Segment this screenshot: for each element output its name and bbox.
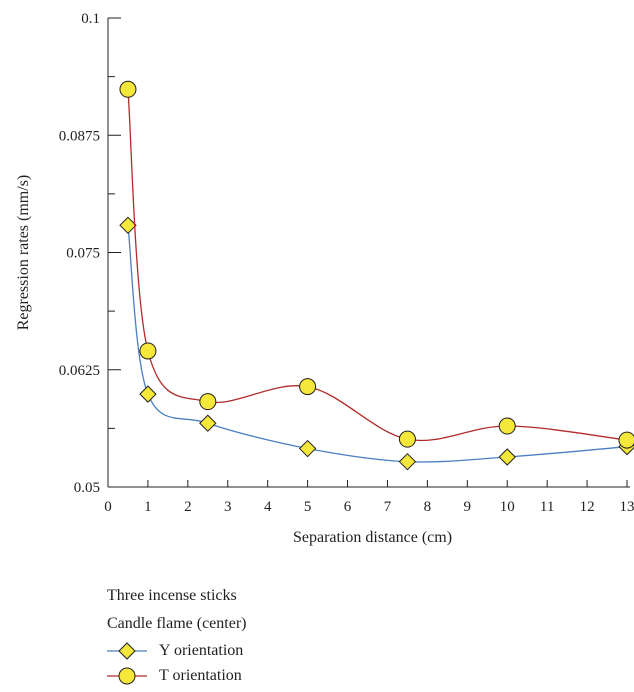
x-tick-label: 12 <box>580 499 595 515</box>
x-tick-label: 9 <box>464 499 472 515</box>
data-point-diamond <box>119 216 137 235</box>
diamond-marker-icon <box>107 641 147 660</box>
data-point-circle <box>199 393 217 411</box>
x-tick-label: 13 <box>620 499 634 515</box>
data-point-diamond <box>498 448 516 466</box>
x-tick-label: 6 <box>344 499 352 515</box>
x-tick-label: 0 <box>104 499 112 515</box>
legend-entry-t-orientation: T orientation <box>107 663 246 688</box>
legend-label-t-orientation: T orientation <box>159 666 242 684</box>
data-point-diamond <box>139 385 157 403</box>
legend-entry-y-orientation: Y orientation <box>107 638 246 663</box>
chart-plot-area: 0 1 2 3 4 5 6 7 8 9 10 11 12 130.050.06250.0750.08750… <box>15 11 634 546</box>
data-point-diamond <box>298 439 317 458</box>
y-tick-label: 0.05 <box>74 480 100 496</box>
y-axis-title: Regression rates (mm/s) <box>15 175 32 331</box>
x-tick-label: 2 <box>184 499 192 515</box>
x-tick-label: 7 <box>384 499 392 515</box>
chart-axes <box>107 18 630 488</box>
x-axis-title: Separation distance (cm) <box>293 529 452 546</box>
data-point-circle <box>299 378 317 396</box>
x-tick-label: 4 <box>264 499 272 515</box>
chart-series <box>119 80 634 471</box>
x-tick-label: 1 <box>144 499 152 515</box>
series-line <box>127 89 628 442</box>
legend-label-y-orientation: Y orientation <box>159 641 244 659</box>
data-point-circle <box>139 342 157 360</box>
x-tick-label: 10 <box>500 499 515 515</box>
y-tick-label: 0.1 <box>81 11 100 27</box>
y-tick-label: 0.075 <box>66 246 100 262</box>
data-point-circle <box>618 431 634 449</box>
circle-marker-icon <box>107 667 147 684</box>
y-tick-label: 0.0625 <box>59 363 100 379</box>
x-tick-label: 3 <box>224 499 232 515</box>
data-point-circle <box>498 417 516 435</box>
series-diamond <box>119 216 634 471</box>
chart-ticks: 0 1 2 3 4 5 6 7 8 9 10 11 12 130.050.06250.0750.08750… <box>59 11 634 515</box>
series-circle <box>119 80 634 449</box>
legend-title-line-1: Three incense sticks <box>107 587 237 604</box>
data-point-diamond <box>199 414 217 432</box>
data-point-diamond <box>398 452 417 471</box>
data-point-circle <box>398 430 416 448</box>
x-tick-label: 8 <box>424 499 432 515</box>
x-tick-label: 5 <box>304 499 312 515</box>
chart-legend: Three incense sticks Candle flame (cente… <box>107 582 246 688</box>
x-tick-label: 11 <box>540 499 554 515</box>
legend-title-line-2: Candle flame (center) <box>107 615 247 632</box>
data-point-circle <box>119 80 137 98</box>
y-tick-label: 0.0875 <box>59 128 100 144</box>
